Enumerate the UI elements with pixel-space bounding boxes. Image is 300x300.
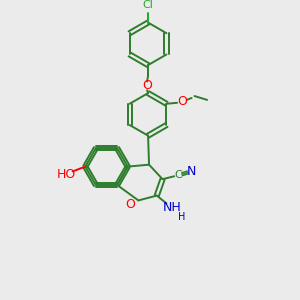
Text: O: O bbox=[126, 198, 136, 211]
Text: O: O bbox=[177, 95, 187, 108]
Text: C: C bbox=[174, 170, 182, 180]
Text: Cl: Cl bbox=[142, 0, 154, 10]
Text: O: O bbox=[142, 79, 152, 92]
Text: N: N bbox=[187, 165, 196, 178]
Text: NH: NH bbox=[163, 201, 182, 214]
Text: H: H bbox=[178, 212, 186, 222]
Text: HO: HO bbox=[56, 168, 76, 181]
